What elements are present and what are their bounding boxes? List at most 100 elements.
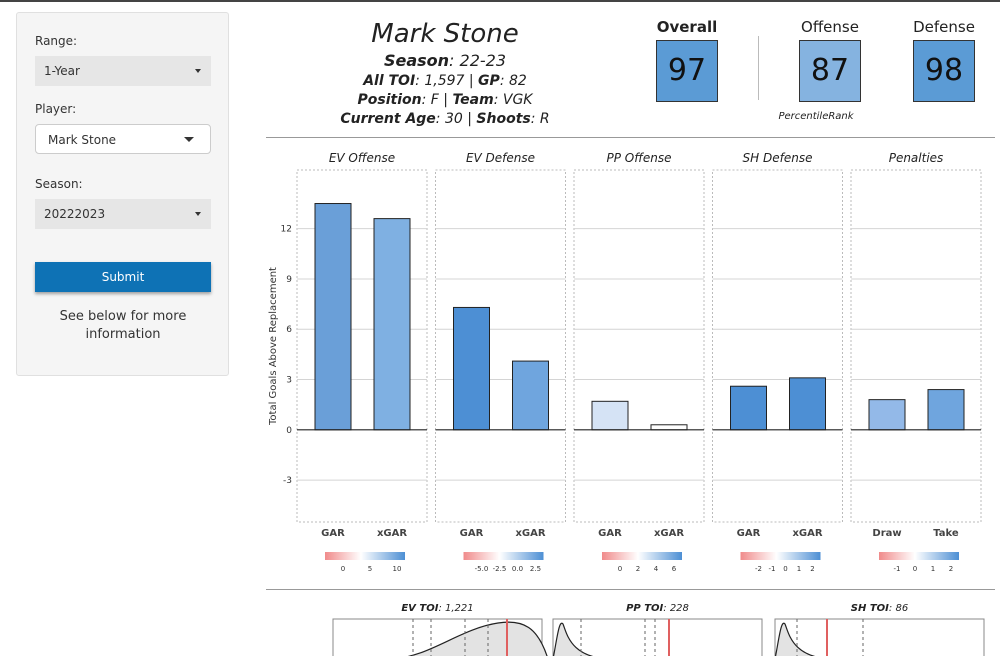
legend-tick-label: 5 xyxy=(368,565,372,573)
toi-density-curve xyxy=(774,622,816,656)
player-select[interactable]: Mark Stone xyxy=(35,124,211,154)
toi-panel-title: EV TOI: 1,221 xyxy=(401,603,473,614)
legend-tick-label: 1 xyxy=(931,565,935,573)
panel-border xyxy=(850,169,982,523)
bar xyxy=(453,306,490,431)
toi-density-curve xyxy=(552,622,594,656)
offense-rating: Offense 87 xyxy=(799,18,861,102)
legend-tick-label: -1 xyxy=(769,565,776,573)
bar xyxy=(650,424,688,431)
panel-border xyxy=(573,169,705,523)
chevron-down-icon xyxy=(195,212,201,216)
x-tick-label: GAR xyxy=(321,528,345,539)
color-legend-bar xyxy=(602,552,682,560)
rating-divider xyxy=(758,36,759,100)
season-select-value: 20222023 xyxy=(44,207,106,221)
y-tick-label: 9 xyxy=(286,275,292,285)
age-line: Current Age: 30 | Shoots: R xyxy=(340,111,550,127)
section-divider xyxy=(266,589,995,590)
player-name: Mark Stone xyxy=(371,19,519,49)
x-tick-label: xGAR xyxy=(792,528,822,539)
x-tick-label: xGAR xyxy=(515,528,545,539)
toi-panel-border xyxy=(552,618,763,656)
toi-panel-title: PP TOI: 228 xyxy=(626,603,689,614)
season-label: Season: xyxy=(35,177,83,191)
x-tick-label: GAR xyxy=(460,528,484,539)
defense-rating: Defense 98 xyxy=(913,18,975,102)
bar xyxy=(314,203,352,431)
defense-label: Defense xyxy=(913,18,975,36)
range-select-value: 1-Year xyxy=(44,64,80,78)
legend-tick-label: 6 xyxy=(672,565,677,573)
range-select[interactable]: 1-Year xyxy=(35,56,211,86)
sidebar-panel: Range: 1-Year Player: Mark Stone Season:… xyxy=(16,12,229,376)
panel-border xyxy=(435,169,566,523)
chevron-down-icon xyxy=(195,69,201,73)
panel-border xyxy=(296,169,428,523)
legend-tick-label: 2 xyxy=(810,565,814,573)
y-tick-label: -3 xyxy=(283,476,292,486)
panel-title: EV Defense xyxy=(466,151,535,165)
toi-density-curve xyxy=(407,621,548,656)
color-legend-bar xyxy=(325,552,405,560)
submit-button[interactable]: Submit xyxy=(35,262,211,292)
toi-panel-border xyxy=(332,618,543,656)
bar xyxy=(927,389,965,431)
bar xyxy=(512,360,549,431)
percentile-rank-label: PercentileRank xyxy=(778,111,854,122)
bar xyxy=(789,377,826,431)
color-legend-bar xyxy=(879,552,959,560)
x-tick-label: GAR xyxy=(737,528,761,539)
legend-tick-label: 0 xyxy=(618,565,622,573)
color-legend-bar xyxy=(740,552,821,560)
y-tick-label: 3 xyxy=(286,376,292,386)
defense-value: 98 xyxy=(913,40,975,102)
y-tick-label: 0 xyxy=(286,426,292,436)
x-tick-label: xGAR xyxy=(654,528,684,539)
legend-tick-label: 2 xyxy=(636,565,640,573)
legend-tick-label: 4 xyxy=(654,565,659,573)
color-legend-bar xyxy=(463,552,544,560)
season-line: Season: 22-23 xyxy=(383,51,507,70)
x-tick-label: Take xyxy=(933,528,959,539)
legend-tick-label: 2 xyxy=(949,565,953,573)
legend-tick-label: -2 xyxy=(755,565,762,573)
panel-title: SH Defense xyxy=(743,151,813,165)
y-tick-label: 12 xyxy=(281,225,292,235)
panel-border xyxy=(712,169,843,523)
overall-label: Overall xyxy=(656,18,718,36)
panel-title: EV Offense xyxy=(329,151,395,165)
legend-tick-label: 0.0 xyxy=(512,565,523,573)
offense-value: 87 xyxy=(799,40,861,102)
legend-tick-label: 0 xyxy=(341,565,345,573)
y-axis-label: Total Goals Above Replacement xyxy=(268,267,279,426)
y-tick-label: 6 xyxy=(286,325,292,335)
overall-rating: Overall 97 xyxy=(656,18,718,102)
info-text: See below for more information xyxy=(59,309,187,342)
toi-panel-title: SH TOI: 86 xyxy=(851,603,908,614)
x-tick-label: GAR xyxy=(598,528,622,539)
legend-tick-label: 2.5 xyxy=(530,565,541,573)
legend-tick-label: -1 xyxy=(894,565,901,573)
panel-title: PP Offense xyxy=(606,151,671,165)
legend-tick-label: 1 xyxy=(797,565,801,573)
season-select[interactable]: 20222023 xyxy=(35,199,211,229)
position-line: Position: F | Team: VGK xyxy=(357,92,533,108)
player-label: Player: xyxy=(35,102,77,116)
legend-tick-label: -2.5 xyxy=(493,565,507,573)
legend-tick-label: 0 xyxy=(913,565,917,573)
x-tick-label: Draw xyxy=(872,528,901,539)
bar xyxy=(868,399,906,431)
overall-value: 97 xyxy=(656,40,718,102)
legend-tick-label: 10 xyxy=(393,565,402,573)
range-label: Range: xyxy=(35,34,78,48)
legend-tick-label: 0 xyxy=(783,565,787,573)
player-header: Mark Stone Season: 22-23 All TOI: 1,597 … xyxy=(330,18,560,129)
bar xyxy=(591,400,629,431)
x-tick-label: xGAR xyxy=(377,528,407,539)
bar xyxy=(373,218,411,431)
bar xyxy=(730,385,767,431)
player-select-value: Mark Stone xyxy=(48,133,117,147)
chevron-down-icon xyxy=(184,137,194,142)
offense-label: Offense xyxy=(801,18,859,36)
